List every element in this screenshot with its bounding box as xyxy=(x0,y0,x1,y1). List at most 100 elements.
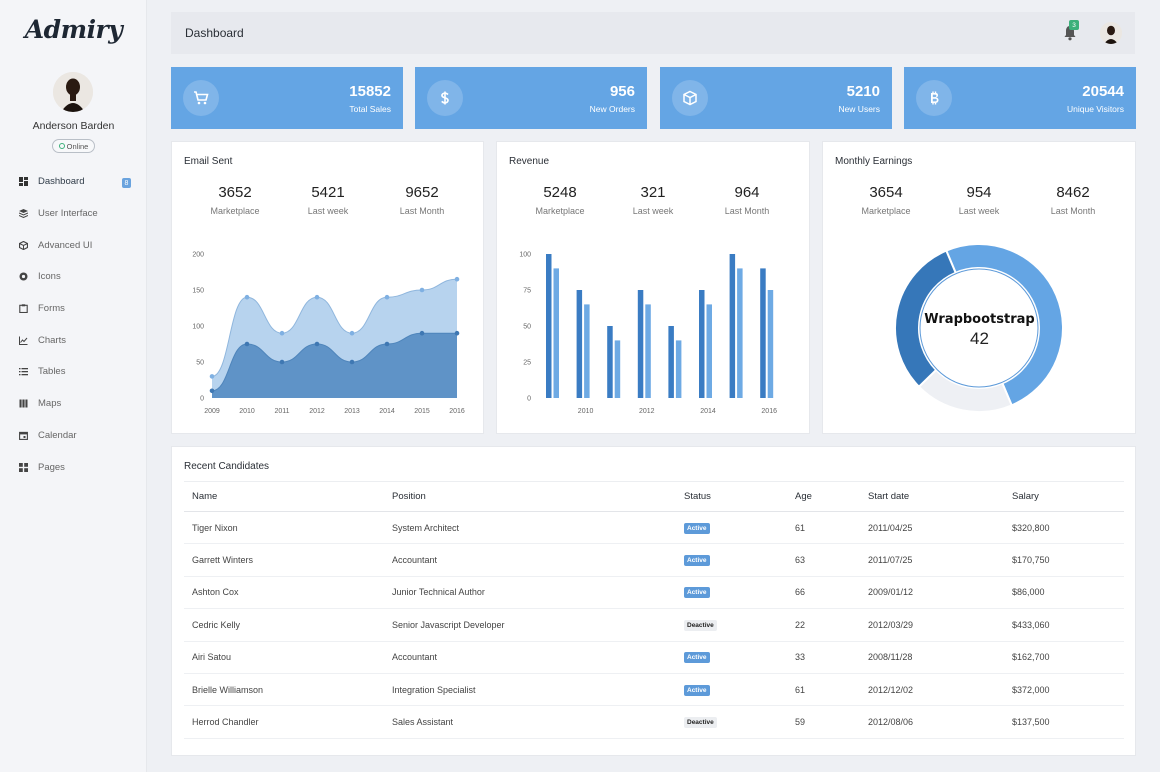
candidate-name: Brielle Williamson xyxy=(184,673,384,707)
candidate-position: Junior Technical Author xyxy=(384,576,676,610)
sidebar-item-label: Forms xyxy=(38,303,65,315)
x-tick-label: 2012 xyxy=(639,408,655,415)
box-icon xyxy=(672,80,708,116)
kpi-value: 8462 xyxy=(1056,184,1090,201)
online-status-badge: Online xyxy=(52,139,95,153)
candidate-age: 59 xyxy=(787,705,860,739)
revenue-bar xyxy=(737,268,743,398)
sidebar-item-forms[interactable]: Forms xyxy=(0,293,147,325)
sidebar-item-label: Advanced UI xyxy=(38,239,93,251)
kpi-value: 5248 xyxy=(543,184,577,201)
x-tick-label: 2012 xyxy=(309,408,325,415)
table-row[interactable]: Garrett Winters Accountant Active 63 2011/07… xyxy=(184,543,1124,577)
area-data-point xyxy=(419,287,425,293)
panel-title: Monthly Earnings xyxy=(835,156,913,167)
kpi-marketplace: 3654 Marketplace xyxy=(841,184,931,216)
table-row[interactable]: Ashton Cox Junior Technical Author Active 6… xyxy=(184,576,1124,610)
area-data-point xyxy=(314,294,320,300)
sidebar-item-dashboard[interactable]: Dashboard 8 xyxy=(0,166,147,198)
sidebar-item-maps[interactable]: Maps xyxy=(0,388,147,420)
kpi-last-week: 321 Last week xyxy=(608,184,698,216)
column-header[interactable]: Position xyxy=(384,481,676,512)
sidebar-item-calendar[interactable]: Calendar xyxy=(0,420,147,452)
revenue-bar xyxy=(637,290,644,398)
donut-slice xyxy=(944,243,1064,407)
area-data-point xyxy=(244,294,250,300)
map-icon xyxy=(18,399,28,409)
donut-inner-ring xyxy=(919,268,1039,388)
sidebar-item-tables[interactable]: Tables xyxy=(0,356,147,388)
status-badge: Active xyxy=(684,684,710,696)
candidate-name: Airi Satou xyxy=(184,641,384,674)
candidate-start-date: 2012/08/06 xyxy=(860,705,1004,739)
pages-icon xyxy=(18,462,28,472)
circle-icon xyxy=(18,272,28,282)
candidate-age: 66 xyxy=(787,576,860,610)
donut-center-value: 42 xyxy=(970,329,989,348)
area-data-point xyxy=(279,330,285,336)
column-header[interactable]: Age xyxy=(787,481,860,512)
candidate-status: Active xyxy=(676,673,787,707)
candidate-name: Tiger Nixon xyxy=(184,511,384,545)
recent-candidates-panel: Recent Candidates Name Position Status A… xyxy=(171,446,1136,756)
column-header[interactable]: Name xyxy=(184,481,384,512)
sidebar-item-pages[interactable]: Pages xyxy=(0,451,147,483)
stat-value: 20544 xyxy=(1082,83,1124,100)
revenue-bar xyxy=(767,290,774,398)
kpi-label: Last Month xyxy=(399,206,445,216)
list-icon xyxy=(18,367,28,377)
revenue-bar xyxy=(668,326,674,398)
kpi-last-week: 954 Last week xyxy=(934,184,1024,216)
y-tick-label: 25 xyxy=(523,360,531,367)
sidebar-item-label: Tables xyxy=(38,366,66,378)
candidates-table: Name Position Status Age Start date Sala… xyxy=(184,481,1124,739)
brand-logo[interactable]: Admiry xyxy=(24,15,123,44)
kpi-label: Marketplace xyxy=(210,206,260,216)
revenue-bar xyxy=(729,254,736,398)
stat-card-total-sales: 15852 Total Sales xyxy=(171,67,403,129)
area-data-point xyxy=(349,330,355,336)
kpi-value: 3652 xyxy=(218,184,252,201)
candidate-status: Active xyxy=(676,543,787,577)
profile-avatar[interactable] xyxy=(53,72,93,112)
table-row[interactable]: Airi Satou Accountant Active 33 2008/11/28 $1… xyxy=(184,641,1124,674)
stat-label: Total Sales xyxy=(349,104,391,114)
kpi-label: Last week xyxy=(958,206,1000,216)
kpi-label: Marketplace xyxy=(535,206,585,216)
column-header[interactable]: Start date xyxy=(860,481,1004,512)
table-row[interactable]: Herrod Chandler Sales Assistant Deactive 59… xyxy=(184,705,1124,739)
sidebar-item-label: Icons xyxy=(38,271,61,283)
column-header[interactable]: Status xyxy=(676,481,787,512)
candidate-status: Active xyxy=(676,576,787,610)
candidate-name: Ashton Cox xyxy=(184,576,384,610)
table-row[interactable]: Cedric Kelly Senior Javascript Developer D… xyxy=(184,608,1124,642)
candidate-start-date: 2009/01/12 xyxy=(860,576,1004,610)
user-avatar[interactable] xyxy=(1100,22,1122,44)
clipboard-icon xyxy=(18,304,28,314)
sidebar-item-label: Charts xyxy=(38,334,66,346)
table-row[interactable]: Tiger Nixon System Architect Active 61 2011/… xyxy=(184,511,1124,545)
sidebar-item-user-interface[interactable]: User Interface xyxy=(0,198,147,230)
table-row[interactable]: Brielle Williamson Integration Specialist… xyxy=(184,673,1124,707)
sidebar-item-charts[interactable]: Charts xyxy=(0,324,147,356)
kpi-last-month: 8462 Last Month xyxy=(1028,184,1118,216)
kpi-last-month: 964 Last Month xyxy=(702,184,792,216)
revenue-bar xyxy=(645,304,651,398)
donut-center: Wrapbootstrap 42 xyxy=(823,312,1136,349)
sidebar-item-icons[interactable]: Icons xyxy=(0,261,147,293)
kpi-marketplace: 3652 Marketplace xyxy=(190,184,280,216)
status-badge: Active xyxy=(684,555,710,567)
candidate-status: Active xyxy=(676,641,787,674)
panel-title: Revenue xyxy=(509,156,550,167)
sidebar-item-label: Calendar xyxy=(38,429,77,441)
cart-icon xyxy=(183,80,219,116)
kpi-value: 3654 xyxy=(869,184,903,201)
kpi-label: Last Month xyxy=(1050,206,1096,216)
kpi-value: 954 xyxy=(966,184,992,201)
sidebar: Admiry Anderson Barden Online Dashboard … xyxy=(0,0,147,772)
kpi-label: Last Month xyxy=(724,206,770,216)
x-tick-label: 2016 xyxy=(449,408,465,415)
x-tick-label: 2014 xyxy=(379,408,395,415)
sidebar-item-advanced-ui[interactable]: Advanced UI xyxy=(0,229,147,261)
column-header[interactable]: Salary xyxy=(1004,481,1124,512)
